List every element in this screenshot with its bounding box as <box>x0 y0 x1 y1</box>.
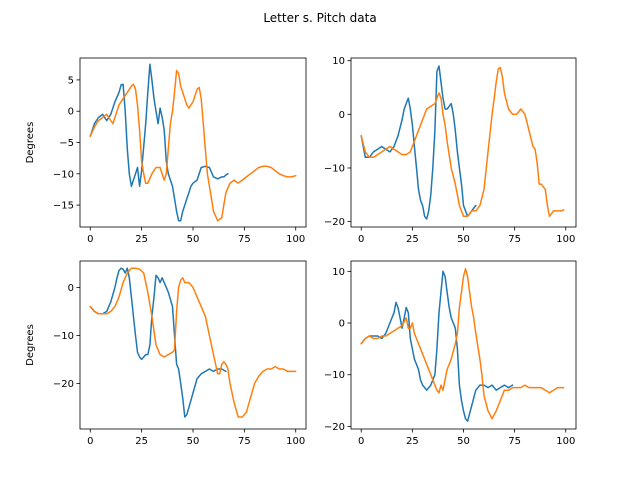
x-tick-label: 0 <box>87 436 93 447</box>
series-line-1 <box>89 267 227 418</box>
y-axis-label: Degrees <box>25 324 36 366</box>
series-line-1 <box>360 270 514 422</box>
x-tick-label: 50 <box>187 436 200 447</box>
y-tick-label: −20 <box>53 379 74 390</box>
y-tick-label: 10 <box>332 56 345 67</box>
x-tick-label: 50 <box>457 234 470 245</box>
y-tick-label: 0 <box>68 107 74 118</box>
y-tick-label: 5 <box>68 75 74 86</box>
x-tick-label: 100 <box>286 436 305 447</box>
x-tick-label: 100 <box>286 234 305 245</box>
y-tick-label: −10 <box>324 370 345 381</box>
y-tick-label: −15 <box>53 201 74 212</box>
y-tick-label: −20 <box>324 217 345 228</box>
y-tick-label: 0 <box>339 110 345 121</box>
series-line-1 <box>89 63 229 222</box>
x-tick-label: 100 <box>556 436 575 447</box>
x-tick-label: 50 <box>187 234 200 245</box>
y-tick-label: −10 <box>324 163 345 174</box>
series-line-2 <box>360 268 565 420</box>
series-line-2 <box>89 69 297 222</box>
y-tick-label: 0 <box>68 283 74 294</box>
x-tick-label: 75 <box>508 234 521 245</box>
y-tick-label: 10 <box>332 267 345 278</box>
x-tick-label: 0 <box>358 234 364 245</box>
y-tick-label: −10 <box>53 169 74 180</box>
x-tick-label: 100 <box>556 234 575 245</box>
series-line-2 <box>89 267 297 418</box>
x-tick-label: 75 <box>508 436 521 447</box>
series-line-1 <box>360 65 477 220</box>
series-line-2 <box>360 66 565 218</box>
x-tick-label: 75 <box>238 234 251 245</box>
x-tick-label: 25 <box>406 436 419 447</box>
y-tick-label: −5 <box>59 138 74 149</box>
subplot-3: 0 25 50 75 100 0 −10 −20 Degrees <box>25 260 307 447</box>
y-axis-label: Degrees <box>25 122 36 164</box>
x-tick-label: 25 <box>135 436 148 447</box>
x-tick-label: 25 <box>406 234 419 245</box>
x-tick-label: 0 <box>87 234 93 245</box>
x-tick-label: 25 <box>135 234 148 245</box>
figure-title: Letter s. Pitch data <box>263 11 376 25</box>
y-tick-label: 0 <box>339 319 345 330</box>
y-tick-label: −20 <box>324 422 345 433</box>
x-tick-label: 50 <box>457 436 470 447</box>
y-tick-label: −10 <box>53 331 74 342</box>
x-tick-label: 75 <box>238 436 251 447</box>
x-tick-label: 0 <box>358 436 364 447</box>
